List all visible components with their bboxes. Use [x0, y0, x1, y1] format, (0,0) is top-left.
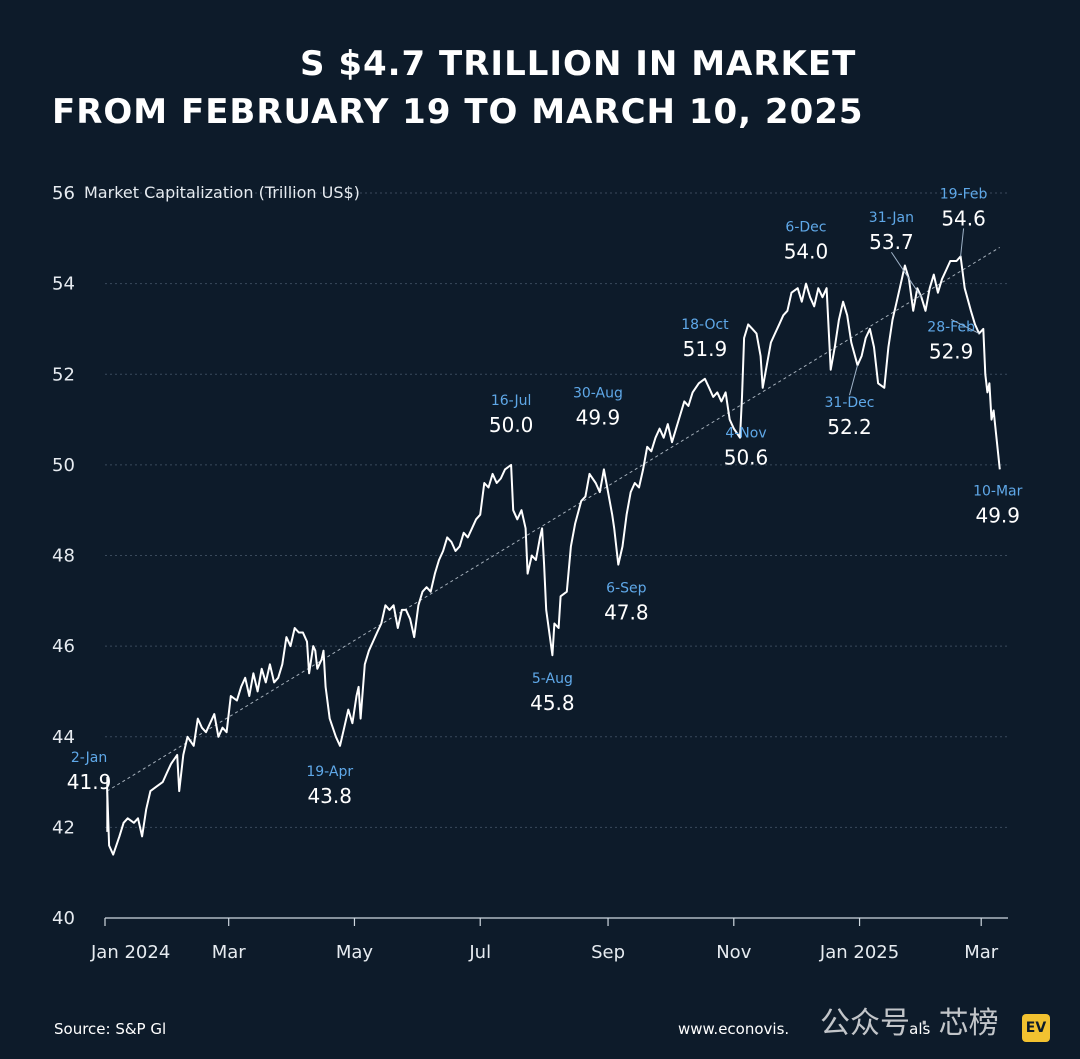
annotation-date-13: 10-Mar	[973, 483, 1023, 499]
y-tick-label-48: 48	[52, 546, 75, 567]
x-tick-label-5: Nov	[716, 942, 751, 963]
annotation-date-9: 31-Dec	[825, 395, 875, 411]
y-tick-label-44: 44	[52, 727, 75, 748]
chart-title-line-1: S $4.7 TRILLION IN MARKET	[300, 44, 857, 84]
x-tick-label-1: Mar	[212, 942, 247, 963]
x-tick-label-2: May	[336, 942, 374, 963]
annotation-date-3: 5-Aug	[532, 671, 573, 687]
annotation-leader-11	[960, 228, 965, 257]
annotation-date-10: 31-Jan	[869, 210, 914, 226]
chart-title-line-2: FROM FEBRUARY 19 TO MARCH 10, 2025	[52, 92, 864, 132]
y-tick-label-50: 50	[52, 455, 75, 476]
annotation-value-2: 50.0	[489, 413, 534, 437]
annotation-value-8: 54.0	[784, 240, 829, 264]
annotation-leader-12	[950, 319, 980, 334]
annotation-date-0: 2-Jan	[71, 750, 107, 766]
website-credit-main: www.econovis.	[678, 1020, 790, 1038]
website-credit-tail: als	[909, 1020, 931, 1038]
annotation-value-9: 52.2	[827, 415, 872, 439]
annotation-value-6: 51.9	[683, 337, 728, 361]
annotation-value-4: 49.9	[576, 405, 621, 429]
x-tick-label-4: Sep	[591, 942, 625, 963]
annotation-date-7: 4-Nov	[725, 426, 766, 442]
y-tick-label-56: 56	[52, 183, 75, 204]
annotation-value-0: 41.9	[67, 770, 112, 794]
website-credit: www.econovis. als	[678, 1020, 930, 1038]
x-tick-label-0: Jan 2024	[90, 942, 170, 963]
ev-logo: EV	[1022, 1014, 1050, 1042]
y-tick-label-46: 46	[52, 636, 75, 657]
annotation-date-6: 18-Oct	[681, 317, 729, 333]
x-tick-label-3: Jul	[468, 942, 491, 963]
annotation-leader-9	[849, 365, 858, 396]
y-tick-label-40: 40	[52, 908, 75, 929]
annotation-date-2: 16-Jul	[491, 393, 532, 409]
annotation-value-10: 53.7	[869, 230, 914, 254]
annotation-value-5: 47.8	[604, 601, 649, 625]
annotation-value-1: 43.8	[307, 784, 352, 808]
annotation-leader-10	[890, 251, 922, 298]
annotation-date-11: 19-Feb	[940, 186, 988, 202]
y-tick-label-52: 52	[52, 364, 75, 385]
source-note: Source: S&P Gl	[54, 1020, 167, 1038]
annotation-date-5: 6-Sep	[606, 581, 646, 597]
annotation-date-12: 28-Feb	[927, 319, 975, 335]
series-line-0	[106, 255, 1001, 856]
chart-title: S $4.7 TRILLION IN MARKET FROM FEBRUARY …	[52, 40, 1032, 136]
annotation-value-7: 50.6	[724, 446, 769, 470]
y-tick-label-54: 54	[52, 274, 75, 295]
annotation-value-3: 45.8	[530, 691, 575, 715]
annotation-value-13: 49.9	[975, 503, 1020, 527]
annotation-date-1: 19-Apr	[306, 764, 353, 780]
y-tick-label-42: 42	[52, 817, 75, 838]
annotation-value-12: 52.9	[929, 339, 974, 363]
annotation-date-4: 30-Aug	[573, 385, 623, 401]
x-tick-label-7: Mar	[964, 942, 999, 963]
annotation-value-11: 54.6	[941, 206, 986, 230]
y-axis-label: Market Capitalization (Trillion US$)	[84, 183, 360, 202]
annotation-date-8: 6-Dec	[785, 220, 826, 236]
x-tick-label-6: Jan 2025	[819, 942, 899, 963]
wechat-watermark: 公众号 · 芯榜	[820, 1006, 999, 1041]
